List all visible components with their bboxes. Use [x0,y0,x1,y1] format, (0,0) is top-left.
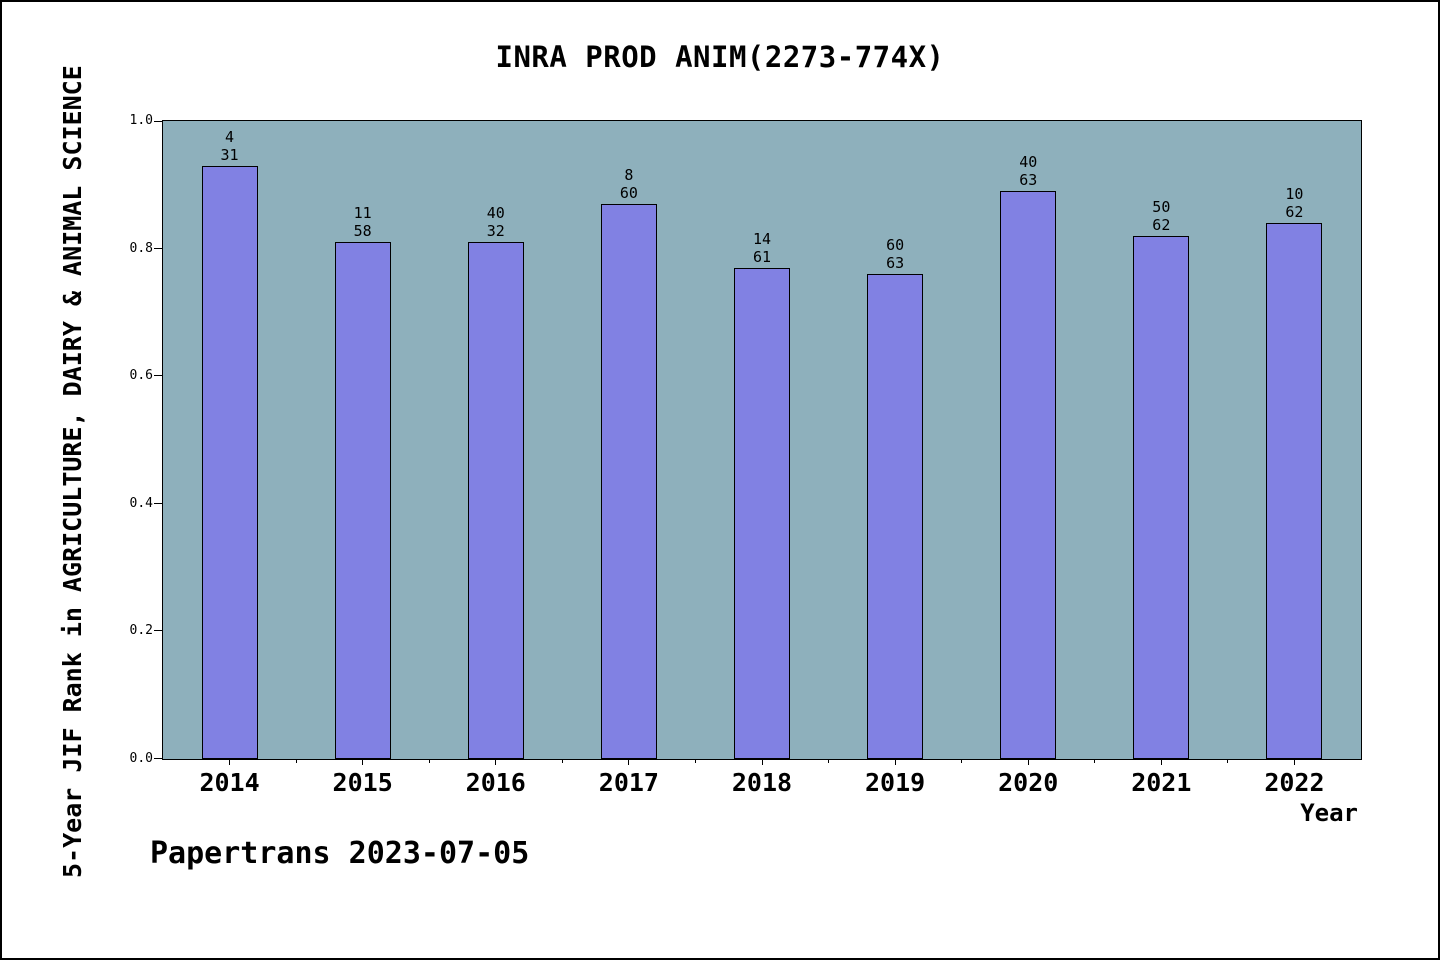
x-axis-tick-label: 2019 [864,768,926,797]
bar-value-label: 14 61 [752,230,772,266]
x-axis-tick [1160,759,1162,765]
bar-value-label: 8 60 [619,166,638,202]
bar-2016: 40 32 [467,204,524,759]
x-axis-minor-tick [828,759,830,763]
footer-watermark: Papertrans 2023-07-05 [150,836,530,871]
bar-2017: 8 60 [600,166,657,759]
bar-value-label: 60 63 [886,236,905,272]
y-axis-tick [154,121,163,122]
y-axis-tick [154,375,163,377]
bar-value-label: 4 31 [220,128,239,164]
y-axis-tick-label: 1.0 [129,113,153,128]
x-axis-tick [362,759,364,765]
bar-value-label: 40 63 [1019,153,1038,189]
x-axis-tick-label: 2014 [199,768,260,797]
x-axis-minor-tick [561,759,563,763]
bar-2019: 60 63 [867,236,924,759]
plot-area: 0.0 0.2 0.4 0.6 0.8 1.0 4 31 2014 11 58 2015 40 32… [130,113,1362,797]
x-axis-tick-label: 2017 [598,768,659,797]
bar-2020: 40 63 [1000,153,1057,759]
x-axis-tick-label: 2022 [1264,768,1325,797]
x-axis-label: Year [1300,799,1358,827]
x-axis-tick [229,759,231,765]
y-axis-tick-label: 0.8 [129,240,153,256]
x-axis-tick [1027,759,1029,765]
x-axis-minor-tick [961,759,963,763]
bar-value-label: 40 32 [486,204,505,240]
x-axis-minor-tick [428,759,430,763]
y-axis-tick-label: 0.2 [129,623,153,639]
x-axis-tick-label: 2018 [731,768,793,797]
x-axis-minor-tick [1227,759,1229,763]
x-axis-minor-tick [1094,759,1096,763]
bar-2018: 14 61 [734,230,790,759]
y-axis-tick [154,247,163,249]
bar-value-label: 11 58 [353,204,372,240]
y-axis-tick [154,758,163,759]
y-axis-tick-label: 0.0 [129,751,153,766]
y-axis-tick-label: 0.6 [129,368,153,384]
x-axis-tick-label: 2015 [332,768,393,797]
bar-value-label: 50 62 [1152,198,1171,234]
y-axis-tick-label: 0.4 [129,495,153,511]
x-axis-tick [1293,759,1295,765]
x-axis-tick [894,759,896,765]
x-axis-tick [761,759,763,765]
x-axis-tick-label: 2016 [465,768,526,797]
x-axis-tick [628,759,630,765]
y-axis-label: 5-Year JIF Rank in AGRICULTURE, DAIRY & … [58,65,87,879]
x-axis-tick-label: 2020 [998,768,1059,797]
x-axis-minor-tick [694,759,696,763]
x-axis-tick [495,759,497,765]
chart-title: INRA PROD ANIM(2273-774X) [495,40,945,74]
bar-2015: 11 58 [334,204,391,759]
y-axis-tick [154,630,163,632]
y-axis-tick [154,502,163,504]
bar-2022: 10 62 [1266,185,1323,759]
bar-value-label: 10 62 [1285,185,1304,221]
bar-2014: 4 31 [201,128,258,759]
x-axis-tick-label: 2021 [1131,768,1192,797]
bar-2021: 50 62 [1133,198,1190,759]
x-axis-minor-tick [295,759,297,763]
